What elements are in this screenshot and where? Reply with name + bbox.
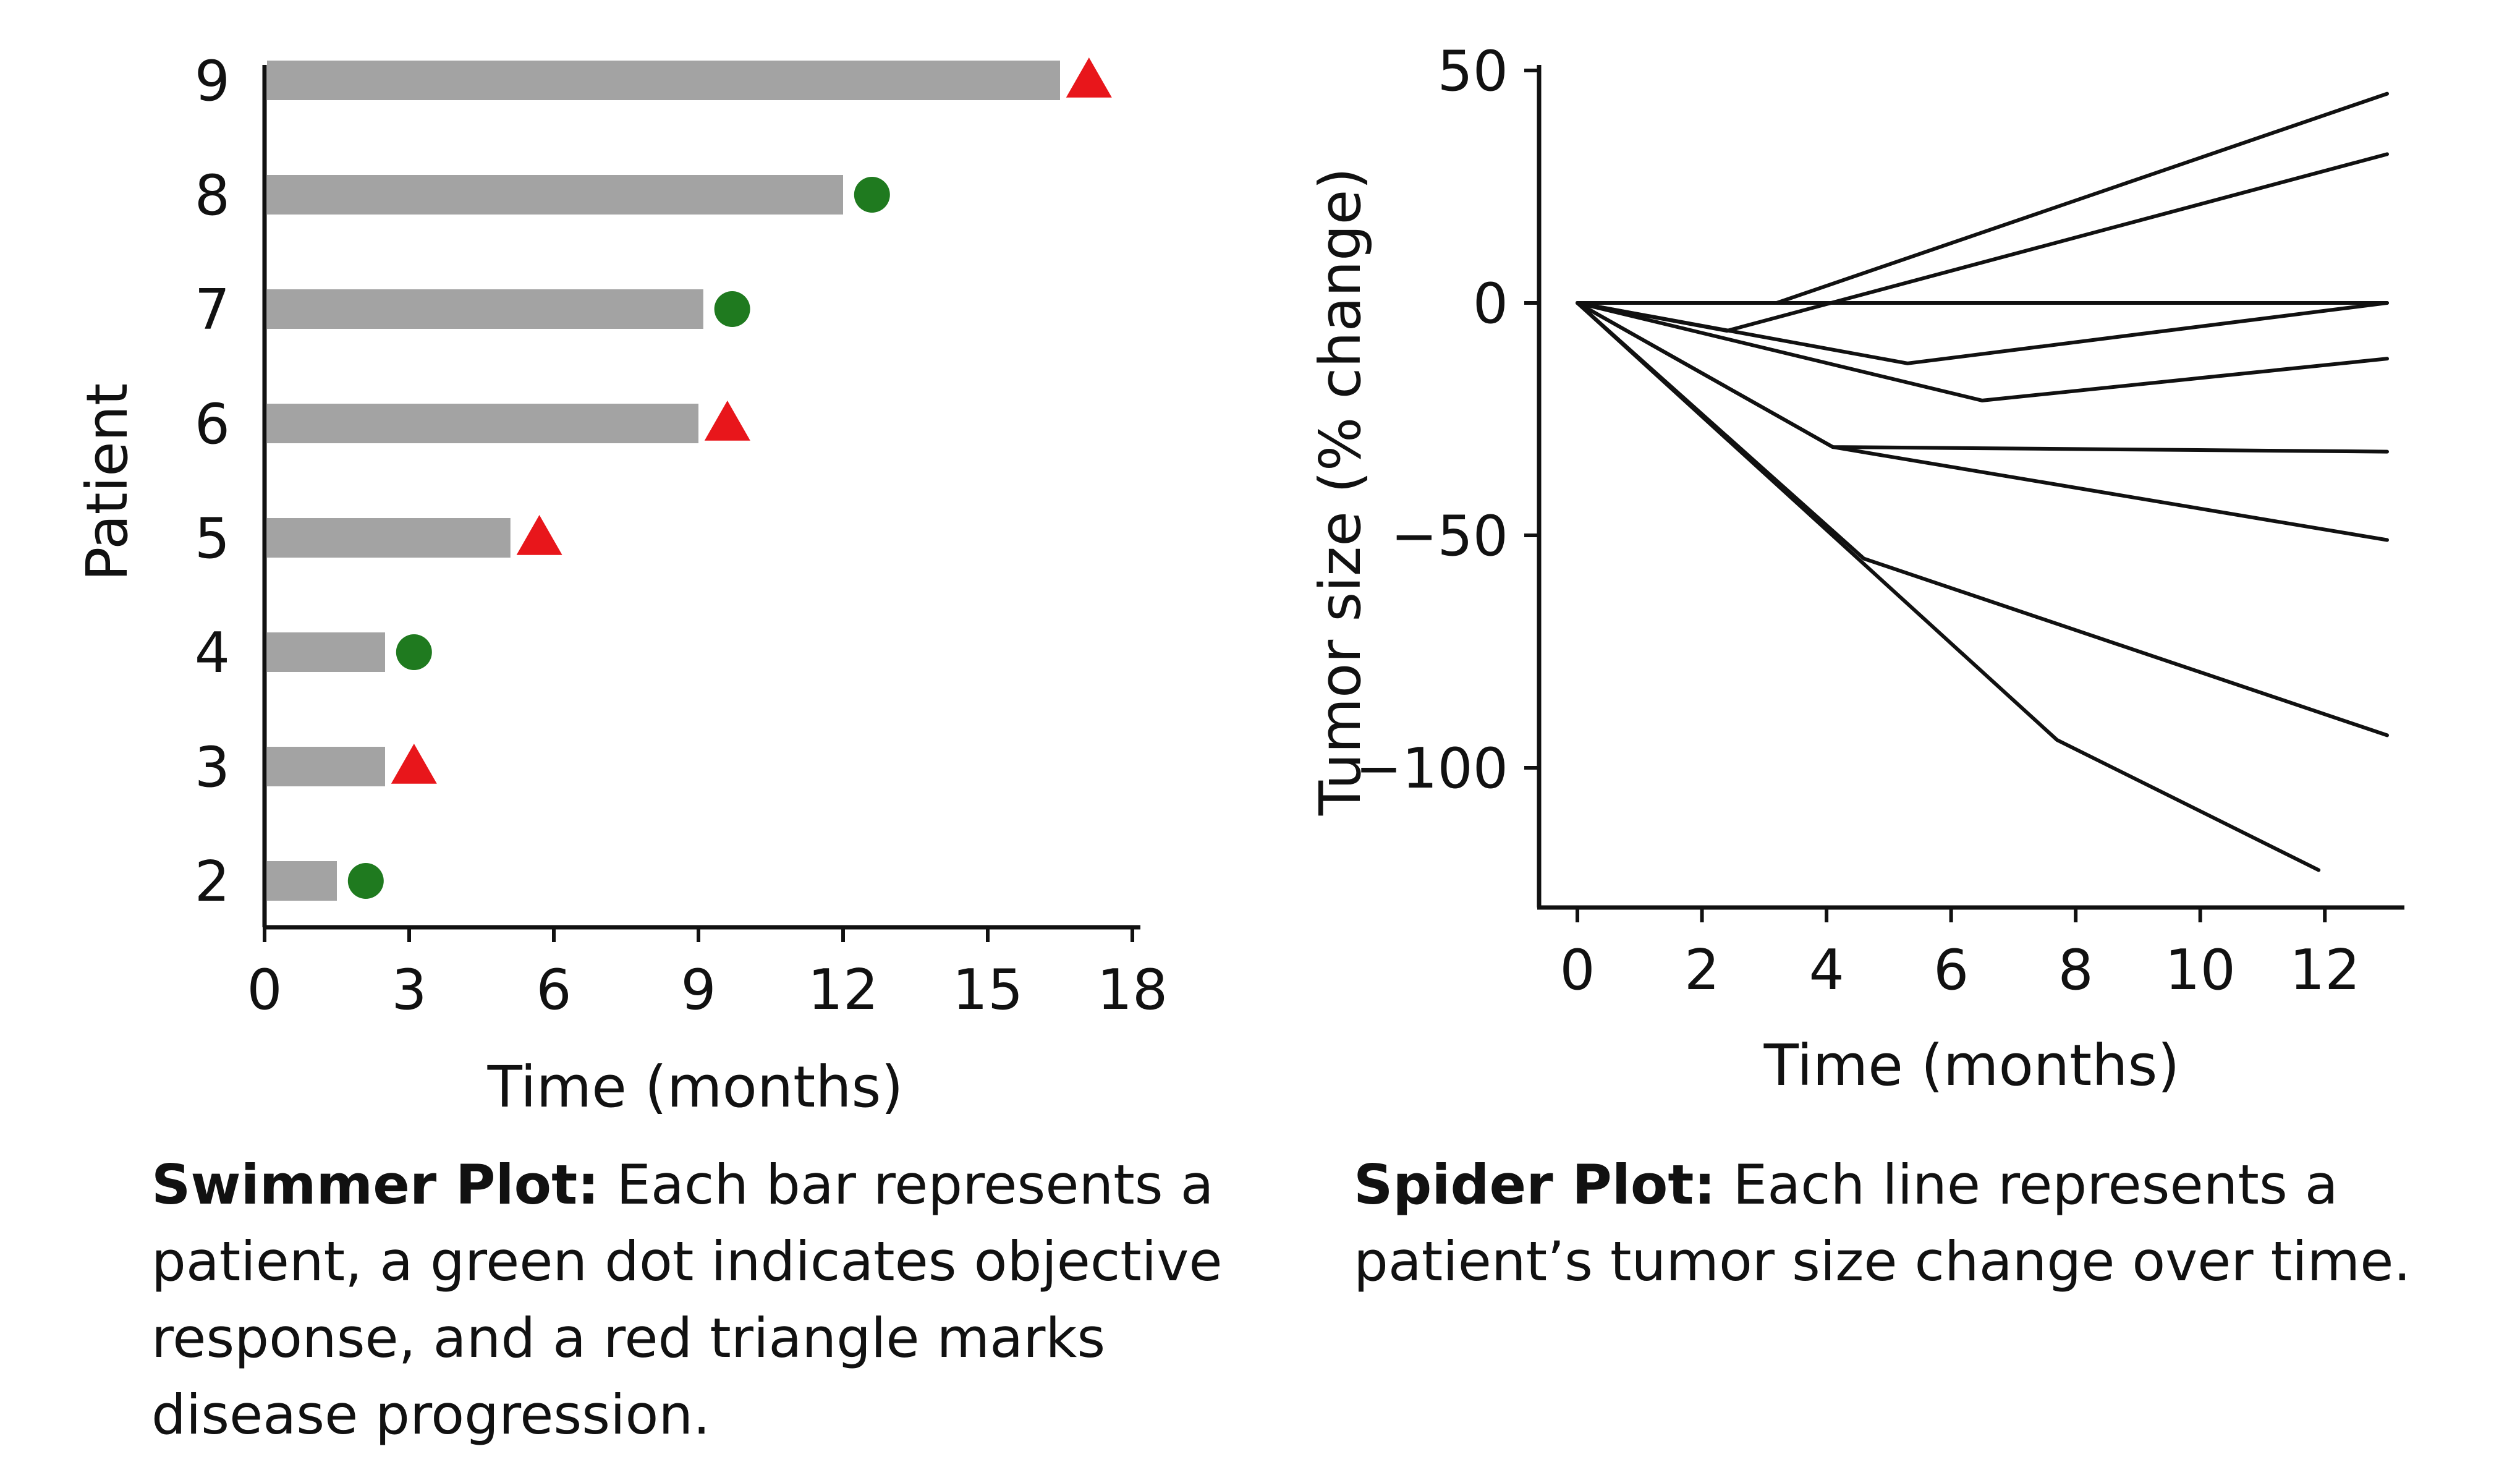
spider-x-tick-label: 10 [2165,938,2236,1003]
swimmer-y-tick-label: 2 [195,849,230,914]
progression-triangle-patient-6 [704,401,750,441]
swimmer-plot-caption: Swimmer Plot: Each bar represents a pati… [151,1147,1295,1453]
swimmer-caption-title: Swimmer Plot: [151,1153,600,1217]
spider-caption-title: Spider Plot: [1354,1153,1716,1217]
response-dot-patient-8 [854,177,890,213]
spider-x-tick-label: 6 [1933,938,1969,1003]
spider-caption-text: Each line represents a patient’s tumor s… [1354,1153,2411,1293]
spider-x-tick-label: 8 [2058,938,2094,1003]
progression-triangle-patient-3 [391,744,437,784]
spider-x-tick-label: 2 [1684,938,1720,1003]
swimmer-x-tick-label: 12 [808,958,879,1022]
swimmer-x-tick-label: 6 [536,958,571,1022]
spider-line-patient-B [1576,91,2389,305]
spider-line-patient-G [1576,301,2389,542]
swimmer-caption-text: Each bar represents a patient, a green d… [151,1153,1223,1447]
spider-y-tick-label: −50 [1391,504,1508,569]
swimmer-x-tick-label: 18 [1097,958,1168,1022]
spider-line-patient-E [1576,301,2389,402]
swimmer-y-tick-label: 8 [195,163,230,228]
swimmer-bar-patient-8 [267,175,843,215]
spider-x-tick-label: 0 [1559,938,1595,1003]
spider-line-patient-D [1576,301,2389,365]
spider-y-axis-label: Tumor size (% change) [1307,168,1373,816]
spider-y-tick-label: 0 [1473,271,1508,336]
response-dot-patient-7 [714,291,750,327]
swimmer-bar-patient-4 [267,632,385,672]
spider-y-tick-label: −100 [1355,736,1508,801]
spider-x-tick-label: 12 [2289,938,2361,1003]
swimmer-bar-patient-6 [267,404,698,443]
progression-triangle-patient-9 [1066,57,1112,98]
swimmer-x-tick-label: 0 [247,958,282,1022]
swimmer-plot: 0 3 6 9 12 15 18 2 3 4 5 6 7 8 9 Time (months) Patient [74,49,1168,1120]
swimmer-y-tick-label: 3 [195,735,230,800]
spider-y-tick-label: 50 [1437,39,1508,104]
swimmer-y-tick-label: 9 [195,49,230,114]
spider-plot: 50 0 −50 −100 0 2 4 6 8 10 12 Time (months) Tumor si… [1307,39,2404,1099]
spider-line-patient-I [1576,301,2321,872]
spider-x-axis-label: Time (months) [1763,1032,2180,1099]
swimmer-y-tick-label: 7 [195,278,230,342]
swimmer-x-axis-label: Time (months) [487,1054,904,1120]
response-dot-patient-4 [396,634,432,670]
swimmer-x-tick-label: 15 [952,958,1024,1022]
swimmer-y-tick-label: 6 [195,392,230,457]
spider-x-tick-label: 4 [1809,938,1844,1003]
swimmer-y-axis-label: Patient [74,383,140,581]
swimmer-bar-patient-7 [267,289,703,329]
swimmer-bar-patient-5 [267,518,511,558]
swimmer-x-tick-label: 9 [681,958,716,1022]
swimmer-bar-patient-9 [267,61,1060,100]
swimmer-y-tick-label: 4 [195,621,230,686]
response-dot-patient-2 [347,863,384,899]
swimmer-x-tick-label: 3 [391,958,426,1022]
swimmer-bar-patient-3 [267,747,385,786]
spider-plot-caption: Spider Plot: Each line represents a pati… [1354,1147,2454,1300]
progression-triangle-patient-5 [516,515,562,555]
swimmer-bar-patient-2 [267,861,337,901]
swimmer-y-tick-label: 5 [195,506,230,571]
